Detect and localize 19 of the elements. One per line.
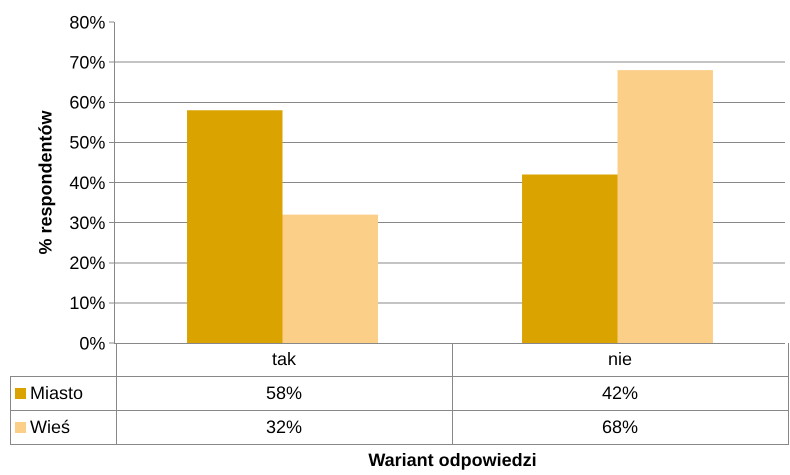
x-tick-label: tak (116, 343, 452, 376)
y-tick-label: 40% (69, 172, 106, 193)
data-label: 42% (452, 376, 788, 410)
y-tick-label: 50% (69, 132, 106, 153)
y-tick-label: 0% (79, 333, 106, 354)
data-label: 32% (116, 410, 452, 444)
y-tick-label: 30% (69, 212, 106, 233)
y-tick-label: 20% (69, 253, 106, 274)
y-axis-title: % respondentów (36, 110, 56, 255)
data-label: 68% (452, 410, 788, 444)
x-axis-title: Wariant odpowiedzi (367, 450, 538, 471)
y-tick-label: 60% (69, 92, 106, 113)
y-tick-label: 80% (69, 12, 106, 32)
legend-label: Wieś (10, 410, 116, 444)
x-tick-label: nie (452, 343, 788, 376)
y-tick-label: 10% (69, 293, 106, 314)
legend-label: Miasto (10, 376, 116, 410)
y-tick-label: 70% (69, 52, 106, 72)
data-label: 58% (116, 376, 452, 410)
